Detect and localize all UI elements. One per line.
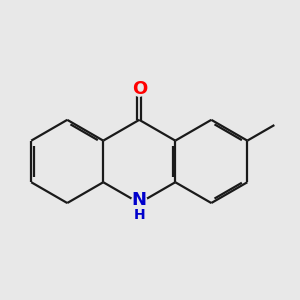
Text: O: O <box>132 80 147 98</box>
Text: H: H <box>134 208 145 222</box>
Circle shape <box>131 195 148 211</box>
Circle shape <box>132 81 147 96</box>
Text: N: N <box>132 191 147 209</box>
